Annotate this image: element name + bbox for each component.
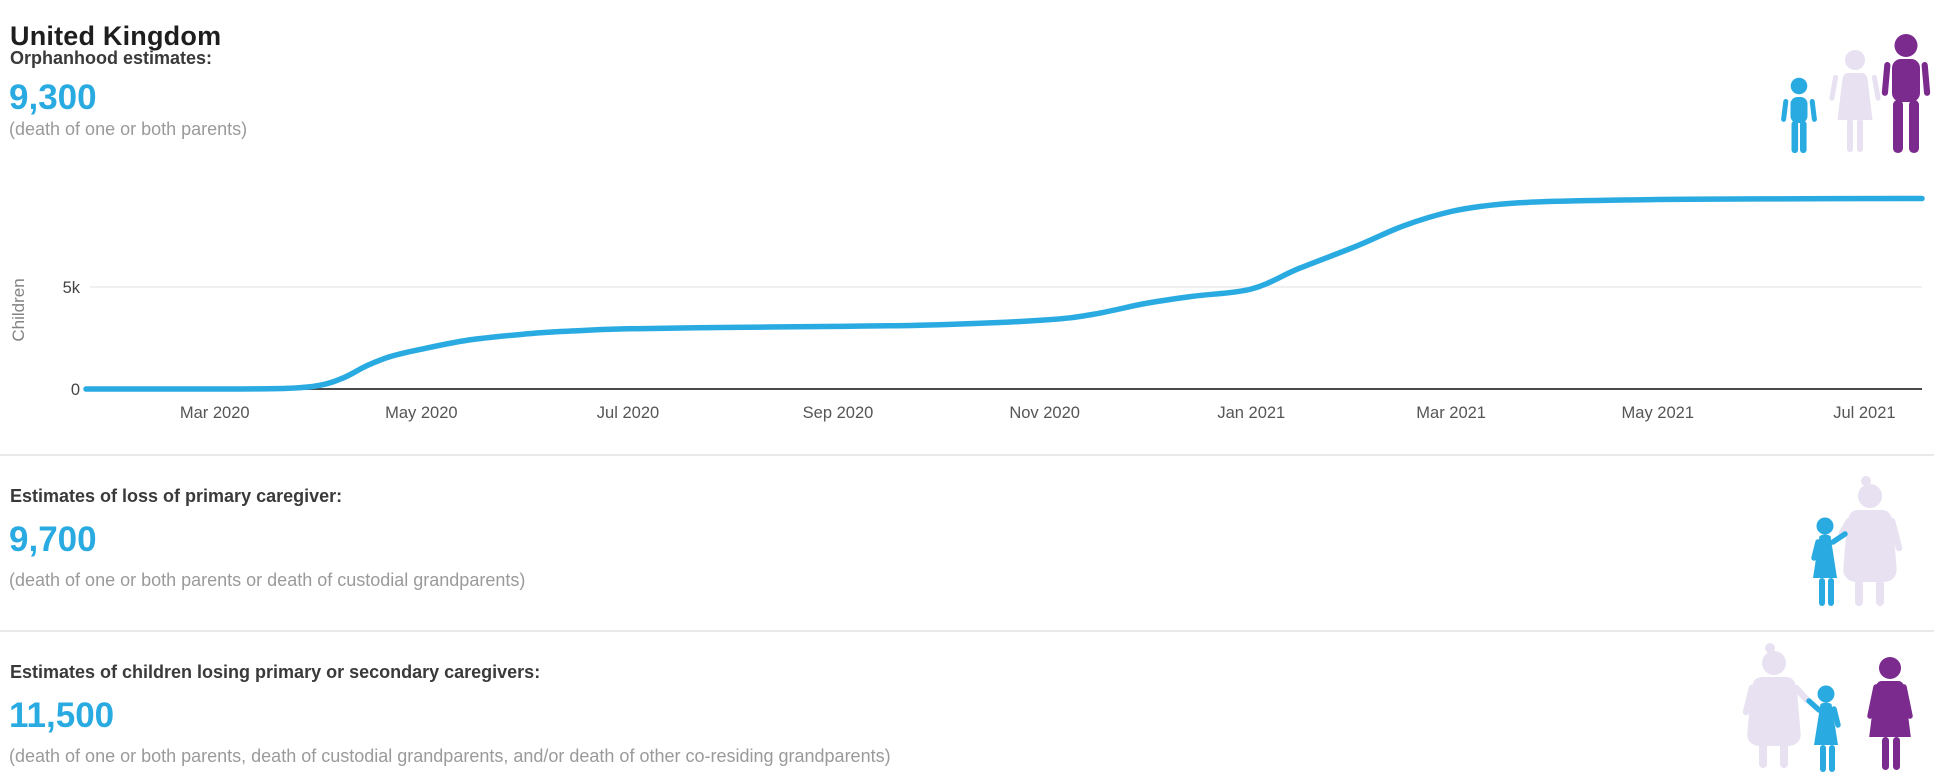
all-caregivers-value: 11,500 [9,696,115,735]
child-icon [1806,685,1841,772]
grandmother-child-mother-icons [1742,643,1913,772]
orphanhood-line-chart: 0 5k Mar 2020 May 2020 Jul 2020 Sep 2020 Nov 2… [9,195,1925,422]
child-grandmother-pictogram [1792,474,1926,610]
x-tick-label: May 2020 [385,404,457,422]
child-grandmother-icons [1811,476,1903,606]
all-caregivers-caption: (death of one or both parents, death of … [9,746,891,766]
x-tick-label: Jan 2021 [1217,404,1285,422]
y-tick-label: 0 [71,381,80,399]
x-tick-label: Sep 2020 [803,404,874,422]
primary-caregiver-caption: (death of one or both parents or death o… [9,570,526,590]
x-tick-label: May 2021 [1622,404,1694,422]
x-tick-label: Jul 2021 [1833,404,1895,422]
x-tick-label: Nov 2020 [1009,404,1080,422]
child-mother-father-icons [1781,34,1931,153]
all-caregivers-heading: Estimates of children losing primary or … [10,662,541,682]
x-tick-label: Mar 2021 [1416,404,1486,422]
orphanhood-series-line [83,195,1925,392]
primary-caregiver-heading: Estimates of loss of primary caregiver: [10,486,343,506]
orphanhood-caption: (death of one or both parents) [9,119,248,139]
x-tick-label: Jul 2020 [597,404,659,422]
grandmother-child-mother-pictogram [1740,642,1926,773]
orphanhood-value: 9,300 [9,78,97,117]
primary-caregiver-section: Estimates of loss of primary caregiver: … [0,456,1934,630]
section-divider [0,454,1934,456]
section-divider [0,630,1934,632]
mother-icon [1867,657,1913,770]
x-tick-label: Mar 2020 [180,404,250,422]
father-icon [1881,34,1931,153]
grandmother-icon [1742,643,1811,768]
all-caregivers-section: Estimates of children losing primary or … [0,632,1934,776]
page-title: United Kingdom [10,21,222,52]
child-icon [1781,77,1817,153]
y-axis-title: Children [9,278,28,341]
family-pictogram [1775,26,1931,157]
primary-caregiver-value: 9,700 [9,520,97,559]
y-tick-label: 5k [63,279,81,297]
orphanhood-chart: 0 5k Mar 2020 May 2020 Jul 2020 Sep 2020 Nov 2… [0,150,1934,440]
child-icon [1811,517,1848,606]
grandmother-icon [1838,476,1903,606]
mother-icon [1829,50,1881,152]
orphanhood-heading: Orphanhood estimates: [10,48,213,68]
